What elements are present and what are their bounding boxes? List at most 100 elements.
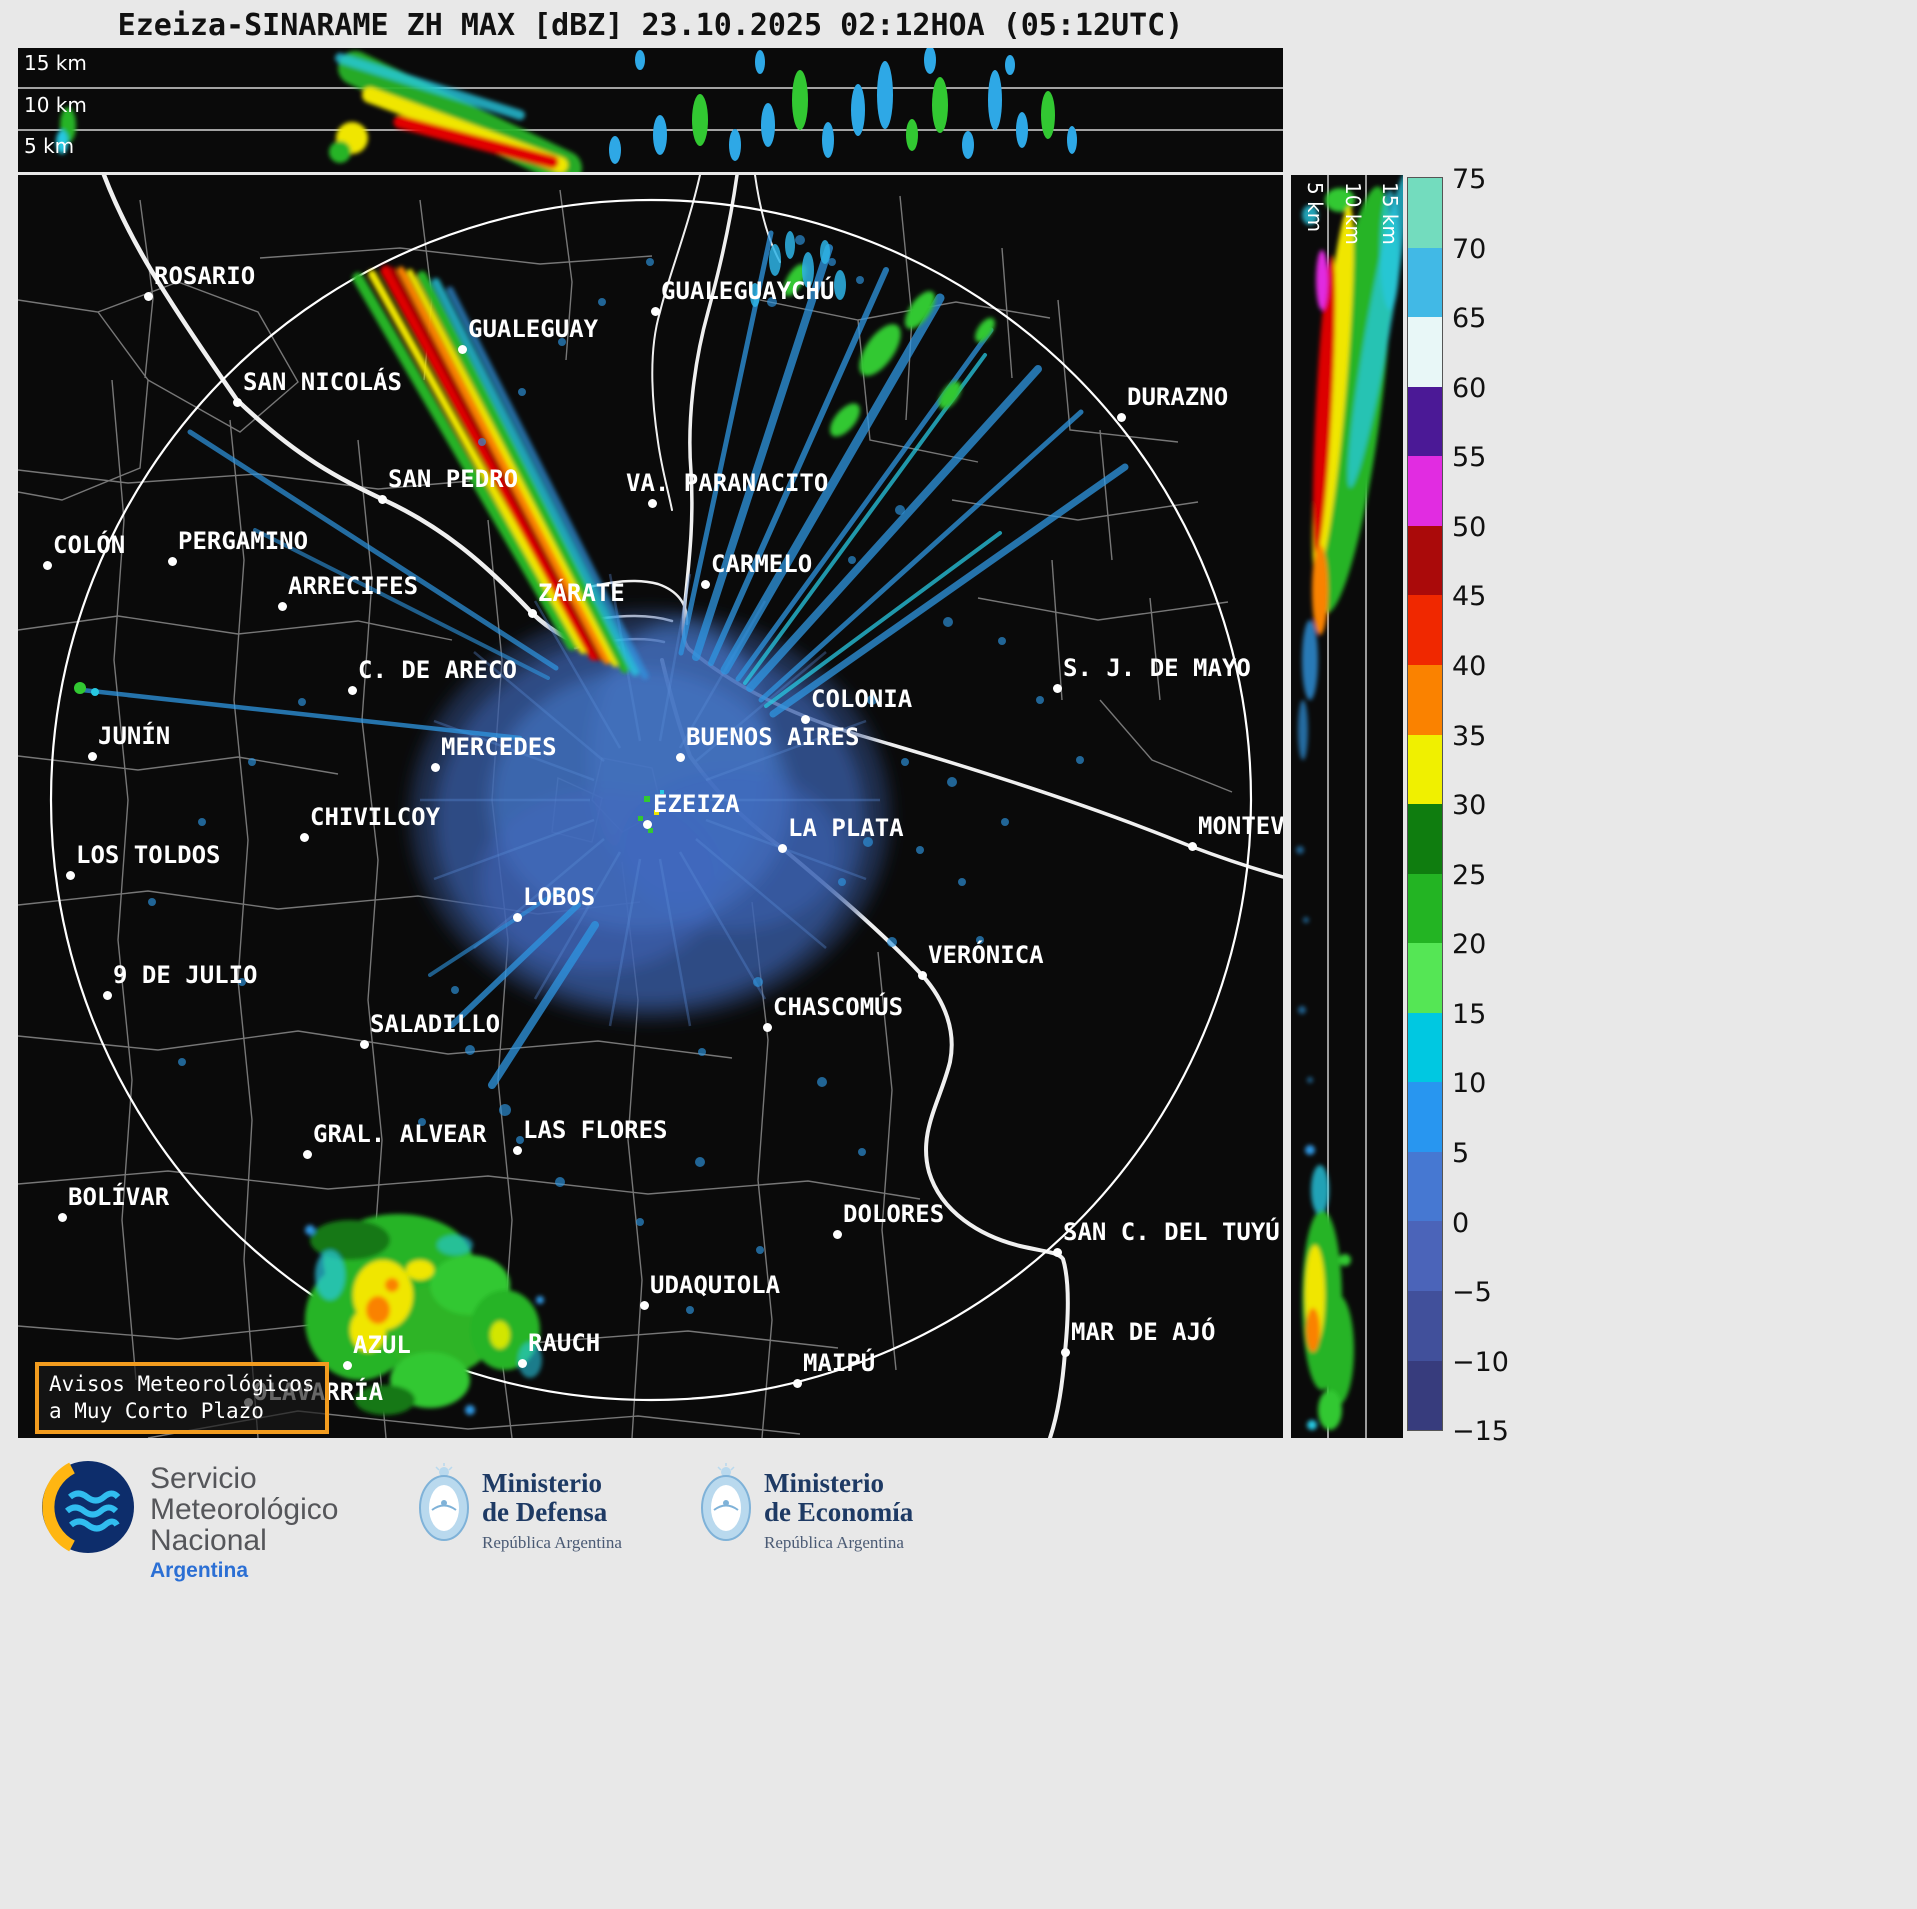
colorbar-block — [1408, 1082, 1442, 1152]
city-label: COLÓN — [53, 531, 126, 559]
city-dot — [1188, 842, 1197, 851]
colorbar-block — [1408, 1151, 1442, 1222]
city-dot — [643, 820, 652, 829]
ministry-dept: de Defensa — [482, 1497, 608, 1527]
city-label: MAR DE AJÓ — [1071, 1318, 1216, 1346]
colorbar-tick: 5 — [1452, 1138, 1470, 1169]
colorbar-tick: 50 — [1452, 512, 1487, 543]
n-cyan-columns — [750, 231, 846, 307]
ministry-dept: de Economía — [764, 1497, 914, 1527]
city-dot — [528, 609, 537, 618]
city-dot — [300, 833, 309, 842]
yz-altitude-label-10km: 10 km — [1341, 182, 1365, 245]
colorbar-tick: 55 — [1452, 442, 1487, 473]
xz-panel-bg — [18, 48, 1283, 172]
city-dot — [763, 1023, 772, 1032]
city-label: C. DE ARECO — [358, 656, 517, 684]
city-label: AZUL — [353, 1331, 411, 1359]
west-streak-green-tip — [74, 682, 86, 694]
city-dot — [348, 686, 357, 695]
colorbar-block — [1408, 873, 1442, 944]
city-dot — [793, 1379, 802, 1388]
city-label: MONTEVIDEO — [1198, 812, 1283, 840]
ministry-subtitle: República Argentina — [482, 1533, 622, 1552]
xz-altitude-label-10km: 10 km — [24, 93, 87, 117]
city-dot — [278, 602, 287, 611]
city-label: UDAQUIOLA — [650, 1271, 781, 1299]
city-dot — [651, 307, 660, 316]
city-label: SAN PEDRO — [388, 465, 519, 493]
smn-name-line: Nacional — [150, 1524, 267, 1557]
colorbar-block — [1408, 386, 1442, 457]
smn-wordmark: Servicio Meteorológico Nacional Argentin… — [150, 1463, 338, 1583]
city-label: ZÁRATE — [538, 579, 625, 607]
city-dot — [458, 345, 467, 354]
colorbar-block — [1408, 664, 1442, 735]
city-dot — [103, 991, 112, 1000]
xz-altitude-label-5km: 5 km — [24, 134, 75, 158]
city-label: SAN NICOLÁS — [243, 368, 402, 396]
xz-scatter-echoes — [609, 48, 1077, 164]
city-dot — [43, 561, 52, 570]
colorbar-tick: 70 — [1452, 234, 1487, 265]
colorbar-block — [1408, 1012, 1442, 1083]
yz-altitude-label-5km: 5 km — [1303, 182, 1327, 233]
city-label: VA. PARANACITO — [626, 469, 829, 497]
city-label: MERCEDES — [441, 733, 557, 761]
city-label: GUALEGUAYCHÚ — [661, 277, 835, 305]
yz-echoes — [1296, 175, 1403, 1430]
city-label: RAUCH — [528, 1329, 601, 1357]
city-label: S. J. DE MAYO — [1063, 654, 1251, 682]
city-dot — [233, 398, 242, 407]
ministry-economia-wordmark: Ministerio de Economía República Argenti… — [764, 1469, 913, 1553]
colorbar-tick: −10 — [1452, 1347, 1509, 1378]
smn-logo-icon — [42, 1461, 134, 1553]
city-dot — [88, 752, 97, 761]
city-label: BUENOS AIRES — [686, 723, 860, 751]
city-dot — [343, 1361, 352, 1370]
nw-rainbow-spike — [352, 265, 649, 680]
city-label: PERGAMINO — [178, 527, 309, 555]
west-streak-cyan-dot — [91, 688, 99, 696]
xz-echoes — [56, 51, 582, 172]
smn-logo-block — [40, 1459, 136, 1559]
warning-line-2: a Muy Corto Plazo — [49, 1399, 264, 1423]
city-dot — [676, 753, 685, 762]
city-label: DOLORES — [843, 1200, 945, 1228]
warning-notice-box: Avisos Meteorológicos a Muy Corto Plazo — [35, 1362, 329, 1434]
yz-altitude-label-15km: 15 km — [1378, 182, 1402, 245]
colorbar-block — [1408, 1360, 1442, 1431]
colorbar-tick: 15 — [1452, 999, 1487, 1030]
colorbar-tick: 30 — [1452, 790, 1487, 821]
city-label: LA PLATA — [788, 814, 904, 842]
colorbar-tick: 25 — [1452, 860, 1487, 891]
colorbar-block — [1408, 1221, 1442, 1291]
city-label: DURAZNO — [1127, 383, 1229, 411]
city-label: GUALEGUAY — [468, 315, 599, 343]
colorbar-block — [1408, 943, 1442, 1013]
city-dot — [168, 557, 177, 566]
warning-line-1: Avisos Meteorológicos — [49, 1372, 315, 1396]
city-dot — [513, 1146, 522, 1155]
city-dot — [66, 871, 75, 880]
city-dot — [58, 1213, 67, 1222]
city-label: ARRECIFES — [288, 572, 419, 600]
ministry-subtitle: República Argentina — [764, 1533, 904, 1552]
colorbar-tick: 45 — [1452, 581, 1487, 612]
city-label: CHIVILCOY — [310, 803, 441, 831]
city-dot — [701, 580, 710, 589]
coat-of-arms-icon — [419, 1463, 469, 1541]
colorbar-tick: −15 — [1452, 1416, 1509, 1447]
city-label: GRAL. ALVEAR — [313, 1120, 487, 1148]
colorbar-block — [1408, 804, 1442, 874]
city-dot — [1053, 684, 1062, 693]
xz-altitude-label-15km: 15 km — [24, 51, 87, 75]
city-dot — [360, 1040, 369, 1049]
city-dot — [1061, 1348, 1070, 1357]
colorbar-tick: 75 — [1452, 164, 1487, 195]
ministry-title: Ministerio — [764, 1468, 884, 1498]
city-dot — [378, 495, 387, 504]
city-label: SAN C. DEL TUYÚ — [1063, 1218, 1280, 1246]
